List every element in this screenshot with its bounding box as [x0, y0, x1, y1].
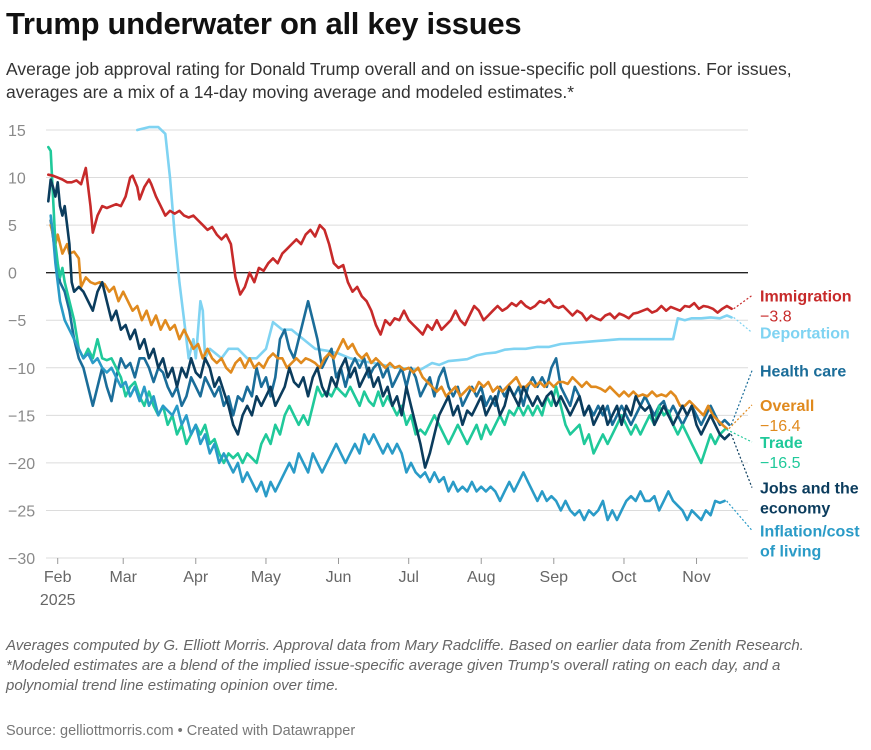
- series-line-overall: [49, 223, 729, 430]
- series-line-deportation: [136, 125, 733, 371]
- x-tick-label: Oct: [612, 569, 637, 586]
- series-label-jobs-and-the-economy: Jobs and the: [760, 481, 859, 498]
- y-tick-label: 10: [8, 171, 26, 188]
- series-label-jobs-and-the-economy: economy: [760, 501, 830, 518]
- y-tick-label: −25: [8, 503, 35, 520]
- label-leader: [733, 295, 753, 310]
- series-label-inflation-cost-of-living: Inflation/cost: [760, 523, 860, 540]
- separator-dot: •: [177, 723, 183, 739]
- series-label-deportation: Deportation: [760, 326, 850, 343]
- modeled-estimates-note: *Modeled estimates are a blend of the im…: [6, 657, 781, 694]
- series-value-overall: −16.4: [760, 418, 801, 435]
- x-tick-label: May: [251, 569, 281, 586]
- label-leader: [726, 429, 753, 443]
- series-value-trade: −16.5: [760, 455, 801, 472]
- label-leader: [730, 370, 753, 426]
- chart-title: Trump underwater on all key issues: [6, 6, 522, 41]
- chart-subtitle: Average job approval rating for Donald T…: [6, 59, 792, 102]
- label-leader: [730, 434, 753, 488]
- line-chart: 15 10 5 0 −5 −10 −15 −20 −25 −30 Feb 2025 Mar Apr May J…: [8, 123, 860, 609]
- x-tick-label: Apr: [183, 569, 209, 586]
- x-tick-label: Jun: [326, 569, 352, 586]
- y-tick-label: 0: [8, 266, 17, 283]
- series-label-inflation-cost-of-living: of living: [760, 543, 821, 560]
- y-tick-label: −10: [8, 361, 35, 378]
- series-label-trade: Trade: [760, 435, 803, 452]
- methodology-note: Averages computed by G. Elliott Morris. …: [6, 637, 804, 654]
- source-line: Source: gelliottmorris.com • Created wit…: [6, 723, 355, 739]
- label-leader: [726, 500, 753, 531]
- chart-notes: Averages computed by G. Elliott Morris. …: [6, 636, 856, 696]
- x-tick-label: Sep: [540, 569, 569, 586]
- y-tick-label: −5: [8, 313, 26, 330]
- x-tick-label: Nov: [682, 569, 710, 586]
- y-tick-label: 5: [8, 218, 17, 235]
- x-tick-label: Mar: [109, 569, 137, 586]
- series-label-overall: Overall: [760, 398, 814, 415]
- y-tick-label: 15: [8, 123, 26, 140]
- label-leader: [733, 316, 753, 334]
- y-tick-label: −15: [8, 408, 35, 425]
- series-line-inflation-cost-of-living: [49, 214, 726, 522]
- source-text: Source: gelliottmorris.com: [6, 723, 174, 739]
- label-leader: [728, 404, 753, 430]
- y-tick-label: −20: [8, 456, 35, 473]
- y-tick-label: −30: [8, 551, 35, 568]
- series-line-immigration: [47, 166, 733, 336]
- series-line-health-care: [49, 219, 731, 427]
- datawrapper-credit: Created with Datawrapper: [186, 723, 356, 739]
- x-tick-label: Jul: [398, 569, 418, 586]
- series-value-immigration: −3.8: [760, 308, 792, 325]
- x-tick-label: Feb: [44, 569, 72, 586]
- series-label-immigration: Immigration: [760, 288, 852, 305]
- x-tick-year: 2025: [40, 592, 76, 609]
- series-line-jobs-and-the-economy: [47, 178, 731, 469]
- series-label-health-care: Health care: [760, 364, 846, 381]
- x-tick-label: Aug: [467, 569, 495, 586]
